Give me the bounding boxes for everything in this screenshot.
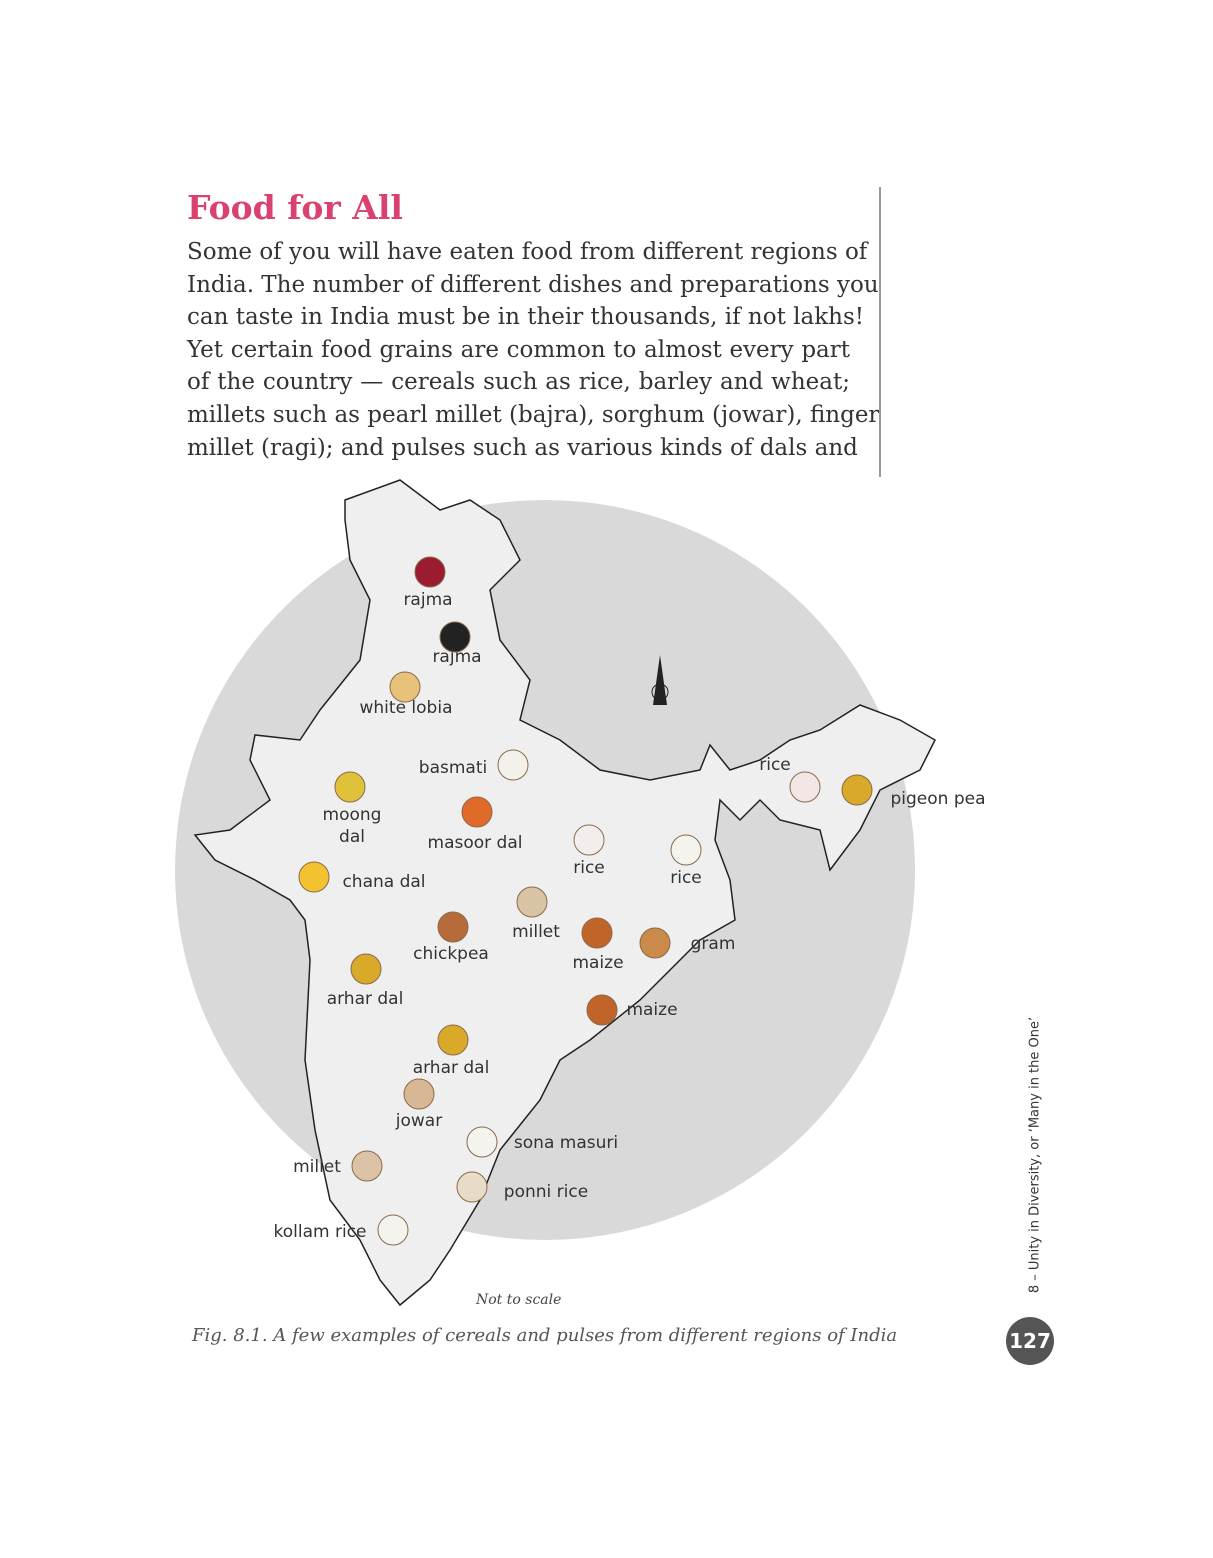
map-label: rice xyxy=(573,858,605,878)
food-icon xyxy=(586,994,618,1026)
food-icon xyxy=(437,911,469,943)
food-icon xyxy=(581,917,613,949)
food-icon xyxy=(456,1171,488,1203)
map-label: millet xyxy=(512,922,560,942)
food-icon xyxy=(403,1078,435,1110)
map-label: jowar xyxy=(395,1111,443,1131)
map-label: rice xyxy=(759,755,791,775)
map-label: rajma xyxy=(432,647,482,667)
food-icon xyxy=(350,953,382,985)
text-line: Some of you will have eaten food from di… xyxy=(187,239,868,265)
north-arrow-ring xyxy=(651,683,669,701)
map-label: maize xyxy=(572,953,624,973)
map-label: rice xyxy=(670,868,702,888)
margin-rule xyxy=(879,187,881,477)
map-label: basmati xyxy=(418,758,488,778)
map-label: kollam rice xyxy=(273,1222,367,1242)
text-line: of the country — cereals such as rice, b… xyxy=(187,369,850,396)
map-label: gram xyxy=(690,934,736,954)
food-icon xyxy=(789,771,821,803)
text-line: India. The number of different dishes an… xyxy=(187,271,879,298)
india-outline xyxy=(193,479,936,1307)
text-line: millet (ragi); and pulses such as variou… xyxy=(187,434,858,461)
food-icon xyxy=(414,556,446,588)
food-icon xyxy=(516,886,548,918)
map-label: sona masuri xyxy=(513,1133,619,1153)
map-label: moong dal xyxy=(322,805,382,847)
food-icon xyxy=(841,774,873,806)
text-line: Yet certain food grains are common to al… xyxy=(187,336,850,363)
map-label: masoor dal xyxy=(427,833,523,853)
food-icon xyxy=(461,796,493,828)
running-header: 8 – Unity in Diversity, or ‘Many in the … xyxy=(1027,1016,1043,1294)
food-icon xyxy=(439,621,471,653)
food-icon xyxy=(573,824,605,856)
food-icon xyxy=(437,1024,469,1056)
food-icon xyxy=(298,861,330,893)
scale-note: Not to scale xyxy=(476,1292,562,1308)
food-icon xyxy=(497,749,529,781)
map-label: arhar dal xyxy=(412,1058,490,1078)
text-line: millets such as pearl millet (bajra), so… xyxy=(187,401,880,428)
page-number: 127 xyxy=(1006,1317,1054,1365)
food-icon xyxy=(389,671,421,703)
food-icon xyxy=(466,1126,498,1158)
figure-caption: Fig. 8.1. A few examples of cereals and … xyxy=(192,1325,898,1346)
heading: Food for All xyxy=(187,188,403,227)
map-label: arhar dal xyxy=(326,989,404,1009)
food-icon xyxy=(334,771,366,803)
food-icon xyxy=(377,1214,409,1246)
map-label: white lobia xyxy=(359,698,453,718)
map-label: ponni rice xyxy=(503,1182,589,1202)
paragraph: Some of you will have eaten food from di… xyxy=(187,236,880,464)
map-label: rajma xyxy=(403,590,453,610)
food-icon xyxy=(351,1150,383,1182)
map-label: maize xyxy=(626,1000,678,1020)
food-icon xyxy=(670,834,702,866)
map-label: pigeon pea xyxy=(890,789,986,809)
map-label: millet xyxy=(293,1157,341,1177)
north-arrow xyxy=(653,655,667,705)
map-label: chana dal xyxy=(342,872,426,892)
food-icon xyxy=(639,927,671,959)
map-label: chickpea xyxy=(413,944,489,964)
text-line: can taste in India must be in their thou… xyxy=(187,304,865,331)
